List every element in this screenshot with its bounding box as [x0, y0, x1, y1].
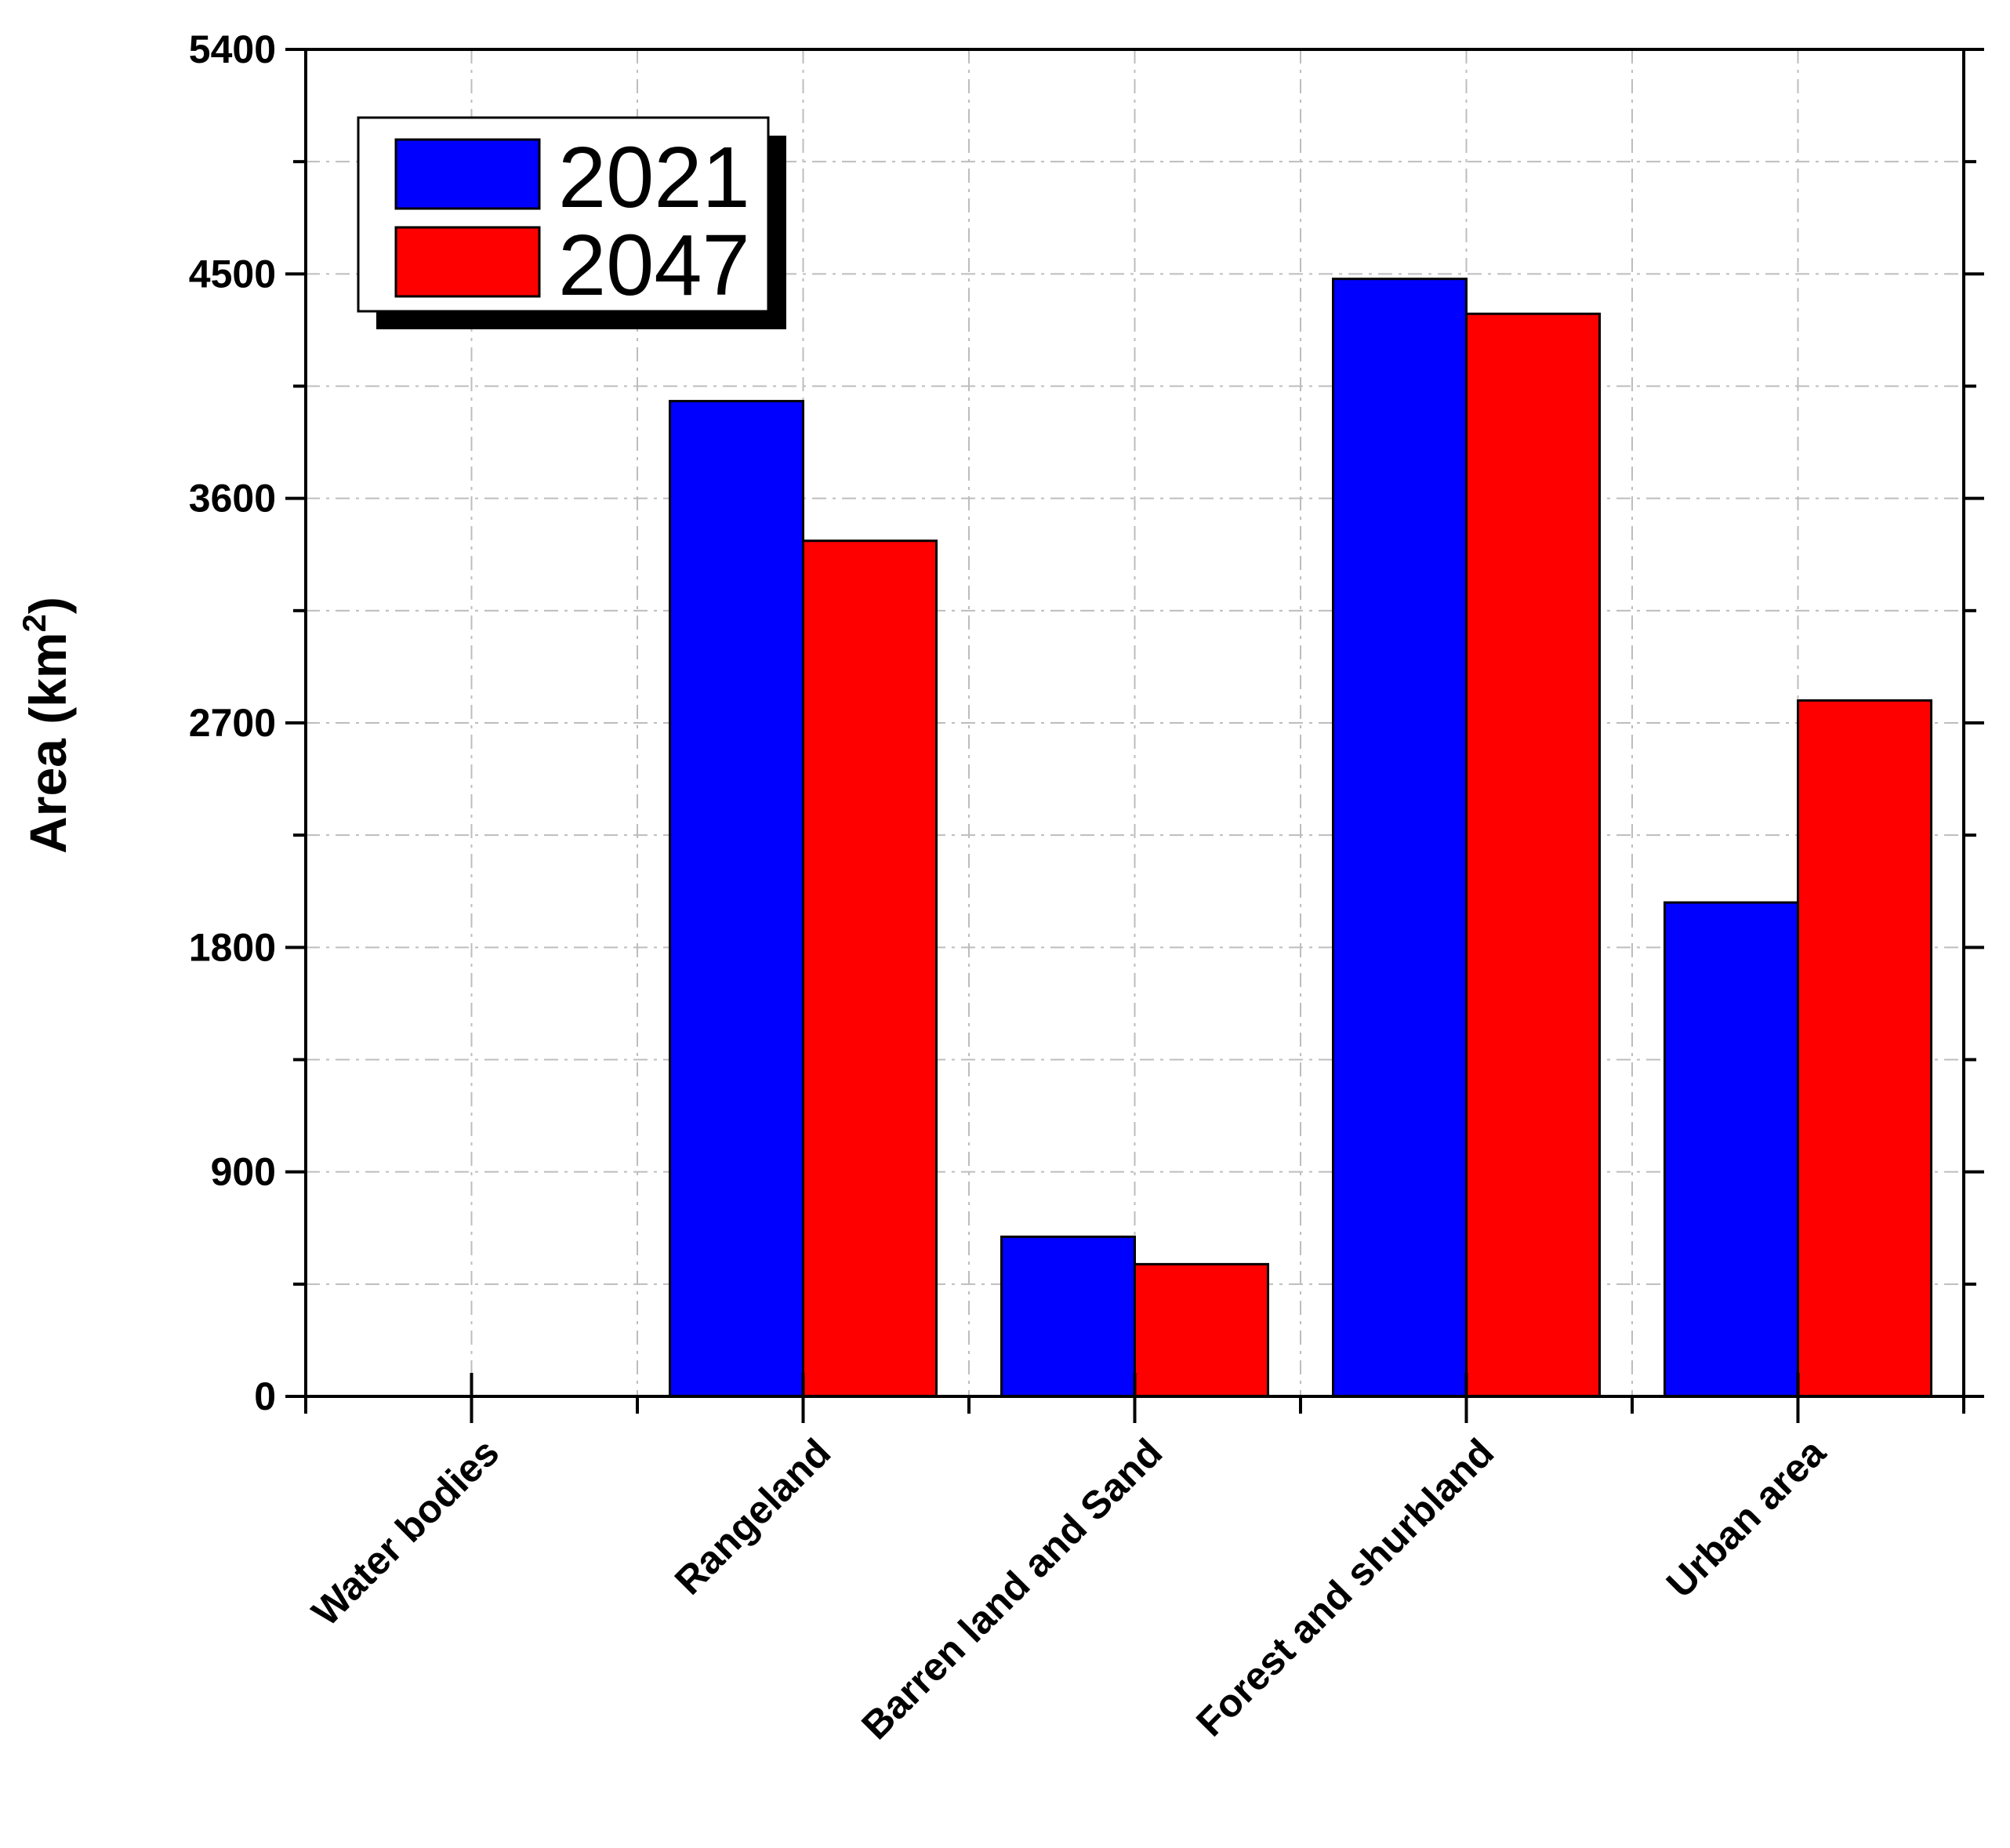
y-tick-label: 3600: [189, 477, 276, 521]
legend-swatch-2021: [394, 138, 541, 210]
bar-2021: [669, 400, 804, 1398]
bar-2021: [1664, 901, 1799, 1398]
bar-2047: [1134, 1262, 1269, 1398]
x-tick-label: Water bodies: [303, 1430, 507, 1634]
bar-2021: [1332, 278, 1468, 1398]
x-tick-labels: Water bodies Rangeland Barren land and San…: [303, 1429, 1834, 1748]
y-tick-label: 4500: [189, 252, 276, 296]
x-tick-label: Forest and shurbland: [1188, 1430, 1502, 1745]
x-tick-label: Rangeland: [666, 1430, 839, 1603]
bar-2047: [802, 539, 938, 1398]
bar-2047: [1797, 699, 1932, 1398]
legend-label-2021: 2021: [558, 129, 750, 226]
x-tick-label: Urban area: [1658, 1429, 1834, 1606]
bars: [669, 278, 1932, 1398]
y-axis-title-suffix: ): [19, 597, 77, 614]
bar-2021: [1000, 1235, 1136, 1398]
bar-2047: [1465, 312, 1601, 1398]
y-tick-label: 900: [211, 1150, 276, 1194]
legend: 2021 2047: [357, 116, 786, 329]
y-tick-label: 1800: [189, 925, 276, 969]
legend-label-2047: 2047: [558, 217, 750, 314]
y-tick-label: 5400: [189, 27, 276, 71]
y-tick-label: 2700: [189, 701, 276, 745]
y-tick-label: 0: [254, 1374, 276, 1418]
y-axis-title: Area (km2): [16, 597, 77, 854]
x-tick-label: Barren land and Sand: [853, 1430, 1170, 1748]
axes: [285, 48, 1984, 1423]
legend-swatch-2047: [394, 226, 541, 298]
y-tick-labels: 0 900 1800 2700 3600 4500 5400: [189, 27, 276, 1418]
y-axis-title-superscript: 2: [16, 614, 53, 632]
y-axis-title-text: Area (km: [19, 632, 77, 853]
